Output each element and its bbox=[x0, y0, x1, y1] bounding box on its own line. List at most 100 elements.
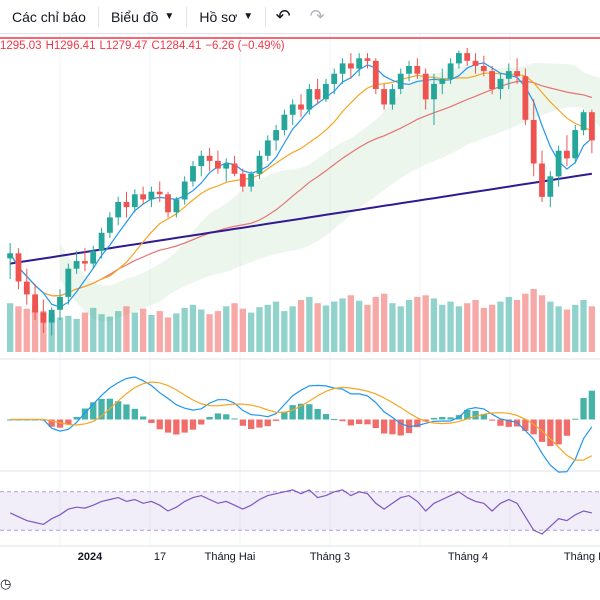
volume-bar bbox=[447, 301, 454, 352]
volume-bar bbox=[198, 309, 205, 352]
ohlc-legend: 1295.03 H1296.41 L1279.47 C1284.41 −6.26 (−0… bbox=[0, 40, 289, 52]
candle-body bbox=[447, 63, 454, 79]
volume-bar bbox=[522, 293, 529, 352]
candle-body bbox=[522, 76, 529, 120]
profile-dropdown[interactable]: Hồ sơ ▼ bbox=[187, 0, 265, 34]
volume-bar bbox=[90, 307, 97, 352]
volume-bar bbox=[397, 306, 404, 352]
volume-bar bbox=[131, 312, 138, 352]
ichimoku-cloud bbox=[60, 63, 600, 322]
toolbar-divider bbox=[186, 6, 188, 27]
candle-body bbox=[90, 250, 97, 264]
candle-body bbox=[480, 66, 487, 72]
macd-histogram-bar bbox=[347, 419, 354, 426]
volume-bar bbox=[248, 312, 255, 352]
volume-bar bbox=[264, 304, 271, 353]
volume-bar bbox=[164, 317, 172, 353]
candle-body bbox=[589, 112, 595, 141]
x-axis: 2024 17 Tháng Hai Tháng 3 Tháng 4 Tháng N bbox=[78, 551, 600, 563]
candle-body bbox=[539, 163, 545, 197]
indicators-button[interactable]: Các chỉ báo bbox=[0, 0, 98, 34]
candle-body bbox=[323, 83, 329, 100]
x-axis-tick-label: Tháng Hai bbox=[205, 551, 256, 563]
x-axis-tick-label: 2024 bbox=[78, 551, 103, 563]
volume-bar bbox=[455, 306, 463, 352]
candle-body bbox=[239, 173, 246, 187]
volume-bar bbox=[281, 311, 288, 353]
macd-histogram-bar bbox=[563, 419, 571, 436]
macd-histogram-bar bbox=[156, 419, 163, 430]
macd-histogram-bar bbox=[73, 416, 80, 420]
macd-histogram-bar bbox=[339, 419, 346, 422]
macd-histogram-bar bbox=[356, 419, 363, 424]
low-value: 1279.47 bbox=[105, 40, 148, 52]
candle-body bbox=[530, 119, 537, 164]
volume-bar bbox=[439, 304, 446, 353]
candle-body bbox=[464, 53, 471, 61]
candle-body bbox=[422, 73, 429, 100]
macd-pane bbox=[7, 376, 595, 473]
calendar-icon[interactable]: ◷ bbox=[0, 576, 12, 591]
volume-bar bbox=[314, 303, 321, 352]
macd-histogram-bar bbox=[231, 418, 238, 420]
candle-body bbox=[32, 294, 38, 313]
macd-histogram-bar bbox=[264, 419, 271, 427]
candle-body bbox=[15, 253, 22, 282]
volume-bar bbox=[73, 318, 80, 352]
macd-histogram-bar bbox=[489, 419, 496, 421]
volume-bar bbox=[140, 308, 147, 352]
volume-bar bbox=[331, 301, 338, 352]
open-value: 1295.03 bbox=[0, 40, 42, 52]
macd-histogram-bar bbox=[447, 417, 454, 420]
candle-body bbox=[57, 297, 63, 310]
volume-bar bbox=[489, 304, 496, 353]
volume-bar bbox=[272, 301, 280, 352]
candle-body bbox=[564, 150, 570, 159]
candle-body bbox=[372, 60, 379, 89]
chart-type-dropdown[interactable]: Biểu đồ ▼ bbox=[99, 0, 186, 34]
candle-body bbox=[580, 112, 587, 131]
macd-histogram-bar bbox=[289, 405, 296, 420]
volume-bar bbox=[513, 300, 521, 352]
macd-histogram-bar bbox=[214, 413, 222, 420]
candle-body bbox=[165, 194, 171, 213]
volume-bar bbox=[563, 309, 571, 352]
macd-histogram-bar bbox=[530, 419, 537, 435]
macd-histogram-bar bbox=[164, 419, 172, 433]
macd-histogram-bar bbox=[281, 411, 288, 420]
volume-bar bbox=[23, 308, 30, 352]
macd-histogram-bar bbox=[414, 419, 421, 428]
rsi-pane bbox=[0, 489, 600, 535]
close-prefix: C bbox=[151, 40, 160, 52]
volume-bar bbox=[239, 308, 246, 352]
volume-bar bbox=[381, 293, 388, 352]
candle-body bbox=[472, 60, 479, 66]
volume-bar bbox=[472, 300, 479, 352]
volume-bar bbox=[497, 301, 504, 352]
volume-bar bbox=[206, 314, 213, 352]
volume-bar bbox=[223, 306, 230, 352]
undo-icon[interactable]: ↶ bbox=[275, 6, 291, 26]
macd-histogram-bar bbox=[439, 417, 446, 420]
volume-bar bbox=[156, 311, 163, 353]
candle-body bbox=[264, 140, 271, 156]
volume-bar bbox=[297, 300, 305, 352]
macd-histogram-bar bbox=[381, 419, 388, 434]
price-chart[interactable]: 2024 17 Tháng Hai Tháng 3 Tháng 4 Tháng N bbox=[0, 34, 600, 576]
x-axis-tick-label: 17 bbox=[154, 551, 166, 563]
volume-bar bbox=[148, 315, 155, 352]
volume-bar bbox=[181, 307, 188, 352]
volume-bar bbox=[173, 313, 180, 352]
volume-bar bbox=[81, 312, 89, 352]
macd-histogram-bar bbox=[173, 419, 180, 435]
macd-histogram-bar bbox=[480, 414, 487, 420]
macd-histogram-bar bbox=[181, 419, 188, 433]
macd-histogram-bar bbox=[65, 419, 72, 425]
redo-icon[interactable]: ↷ bbox=[309, 6, 325, 26]
candle-body bbox=[256, 155, 263, 174]
volume-bar bbox=[306, 296, 313, 352]
candle-body bbox=[547, 176, 554, 197]
candle-body bbox=[98, 232, 105, 251]
candle-body bbox=[140, 194, 146, 200]
candle-body bbox=[115, 202, 122, 218]
